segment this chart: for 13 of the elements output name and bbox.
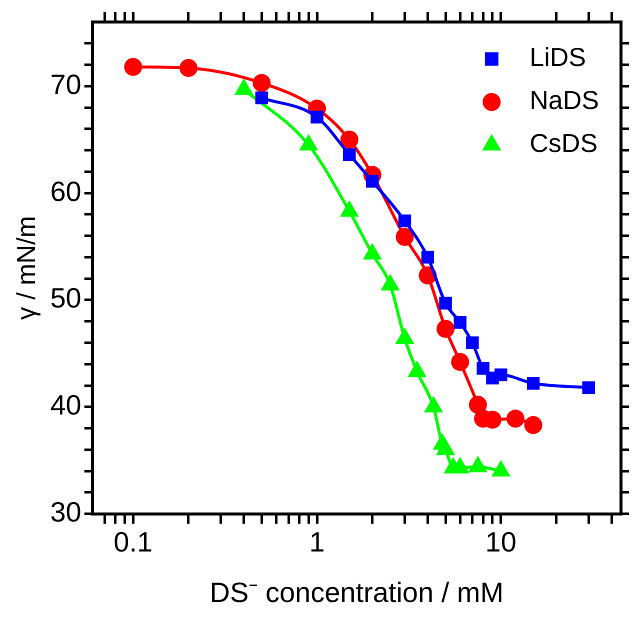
y-tick-label: 60 xyxy=(50,176,82,207)
x-tick-label: 0.1 xyxy=(114,526,153,558)
legend-label: LiDS xyxy=(530,42,586,72)
x-tick-label: 1 xyxy=(309,526,325,558)
legend-label: NaDS xyxy=(530,85,600,116)
y-tick-label: 50 xyxy=(50,282,82,314)
x-axis-title: DS⁻ concentration / mM xyxy=(210,576,504,608)
y-tick-label: 40 xyxy=(50,390,82,421)
x-tick-label: 10 xyxy=(485,526,516,558)
y-tick-label: 30 xyxy=(50,496,82,528)
legend-label: CsDS xyxy=(530,128,598,158)
y-tick-label: 70 xyxy=(50,68,82,100)
y-axis-title: γ / mN/m xyxy=(10,216,41,320)
